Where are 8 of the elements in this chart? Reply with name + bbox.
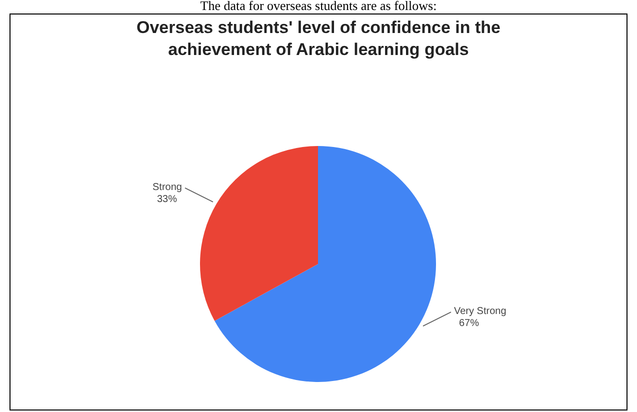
data-label: 67% xyxy=(459,318,480,330)
pie-slice xyxy=(214,146,436,382)
slice-label: Very Strong xyxy=(454,306,506,318)
chart-title: Overseas students' level of confidence in the achievement of Arabic learning goals xyxy=(136,18,500,59)
text: The data for overseas students are as follows: xyxy=(200,0,437,13)
data-label: 33% xyxy=(156,194,178,205)
slice-label: Strong xyxy=(152,182,182,193)
pie-slice xyxy=(200,146,318,321)
